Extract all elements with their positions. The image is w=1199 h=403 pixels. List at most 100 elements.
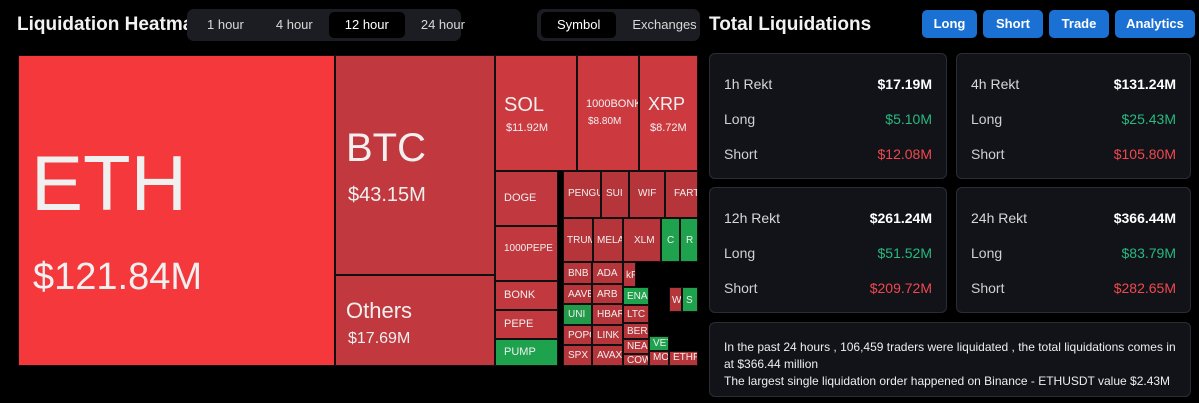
heatmap-tile-cow[interactable]: COW (623, 354, 649, 366)
heatmap-tile-ethfi[interactable]: ETHFI (669, 351, 698, 366)
short-label: Short (724, 146, 758, 162)
tile-symbol: SPX (568, 350, 589, 361)
heatmap-tile-pump[interactable]: PUMP (495, 339, 558, 366)
heatmap-tile-sol[interactable]: SOL $11.92M (495, 55, 577, 171)
tab-4-hour[interactable]: 4 hour (275, 17, 313, 32)
view-selector: Symbol Exchanges (537, 9, 700, 41)
tab-12-hour[interactable]: 12 hour (328, 12, 405, 38)
tile-symbol: COW (627, 355, 648, 366)
analytics-button[interactable]: Analytics (1115, 10, 1195, 38)
heatmap-tile-ltc[interactable]: LTC (623, 305, 649, 323)
summary-line-1: In the past 24 hours , 106,459 traders w… (724, 340, 1176, 371)
rekt-card-24h: 24h Rekt $366.44M Long $83.79M Short $282.6… (956, 187, 1191, 313)
tile-value: $121.84M (33, 256, 203, 298)
heatmap-tile-wif[interactable]: WIF (629, 171, 665, 218)
rekt-period: 24h Rekt (971, 210, 1028, 226)
tile-symbol: MOODENG (653, 352, 669, 363)
tile-symbol: TRUMP (567, 235, 592, 246)
trade-button[interactable]: Trade (1049, 10, 1109, 38)
heatmap-tile-aave[interactable]: AAVE (563, 284, 592, 304)
rekt-total: $261.24M (869, 210, 932, 226)
heatmap-tile-w[interactable]: W (669, 287, 682, 312)
heatmap-tile-kpepe[interactable]: kPEPE (623, 262, 636, 287)
tile-symbol: Others (346, 298, 413, 323)
liquidation-summary: In the past 24 hours , 106,459 traders w… (709, 322, 1191, 397)
tile-symbol: S (686, 295, 693, 306)
heatmap-tile-uni[interactable]: UNI (563, 304, 592, 325)
heatmap-tile-doge[interactable]: DOGE (495, 171, 558, 226)
short-value: $105.80M (1113, 146, 1176, 162)
tile-symbol: W (672, 295, 682, 306)
rekt-total: $17.19M (877, 76, 932, 92)
heatmap-tile-1000pepe[interactable]: 1000PEPE (495, 226, 558, 281)
heatmap-tile-vet[interactable]: VET (649, 336, 669, 351)
long-label: Long (971, 245, 1003, 261)
tile-symbol: ENA (627, 291, 648, 302)
heatmap-tile-xlm[interactable]: XLM (623, 218, 661, 262)
heatmap-tile-s[interactable]: S (682, 287, 698, 312)
long-label: Long (724, 111, 756, 127)
heatmap-tile-popcat[interactable]: POPCAT (563, 325, 592, 345)
tile-symbol: WIF (638, 188, 657, 199)
tile-symbol: NEAR (627, 341, 648, 352)
tab-1-hour[interactable]: 1 hour (207, 17, 244, 32)
tile-symbol: PEPE (504, 318, 534, 330)
heatmap-tile-near[interactable]: NEAR (623, 339, 649, 354)
long-value: $83.79M (1121, 245, 1176, 261)
tile-symbol: LINK (597, 330, 620, 341)
tile-symbol: SOL (504, 94, 545, 116)
heatmap-tile-eth[interactable]: ETH $121.84M (18, 55, 335, 366)
short-button[interactable]: Short (983, 10, 1043, 38)
heatmap-tile-bonk[interactable]: BONK (495, 281, 558, 310)
long-label: Long (971, 111, 1003, 127)
tile-symbol: PENGU (568, 188, 601, 199)
summary-line-2: The largest single liquidation order hap… (724, 374, 1171, 388)
total-liquidations-title: Total Liquidations (709, 14, 872, 35)
heatmap-tile-trump[interactable]: TRUMP (563, 218, 593, 262)
tile-symbol: BERA (627, 326, 648, 337)
tab-exchanges[interactable]: Exchanges (632, 17, 697, 32)
tab-24-hour[interactable]: 24 hour (420, 17, 465, 32)
tile-symbol: HBAR (597, 309, 623, 320)
tab-symbol[interactable]: Symbol (541, 12, 617, 38)
heatmap-tile-pengu[interactable]: PENGU (563, 171, 601, 218)
tile-symbol: POPCAT (568, 330, 591, 341)
tile-symbol: BTC (346, 126, 426, 170)
rekt-total: $366.44M (1113, 210, 1176, 226)
tile-symbol: LTC (627, 309, 646, 320)
long-button[interactable]: Long (922, 10, 977, 38)
heatmap-tile-btc[interactable]: BTC $43.15M (335, 55, 495, 275)
heatmap-tile-avax[interactable]: AVAX (592, 345, 623, 366)
long-value: $25.43M (1121, 111, 1176, 127)
heatmap-tile-ada[interactable]: ADA (592, 262, 623, 284)
heatmap-tile-moodeng[interactable]: MOODENG (649, 351, 669, 366)
heatmap-tile-c[interactable]: C (661, 218, 680, 262)
heatmap-tile-link[interactable]: LINK (592, 325, 623, 345)
heatmap-tile-fartcoin[interactable]: FARTCOIN (665, 171, 698, 218)
tile-symbol: ARB (597, 289, 618, 300)
heatmap-tile-1000bonk[interactable]: 1000BONK $8.80M (577, 55, 639, 171)
heatmap-tile-pepe[interactable]: PEPE (495, 310, 558, 339)
heatmap-tile-ena[interactable]: ENA (623, 287, 649, 305)
long-value: $51.52M (877, 245, 932, 261)
tile-symbol: DOGE (504, 192, 537, 204)
rekt-card-4h: 4h Rekt $131.24M Long $25.43M Short $105.80… (956, 53, 1191, 179)
heatmap-tile-arb[interactable]: ARB (592, 284, 623, 304)
heatmap-tile-melania[interactable]: MELANIA (593, 218, 623, 262)
rekt-total: $131.24M (1113, 76, 1176, 92)
heatmap-tile-xrp[interactable]: XRP $8.72M (639, 55, 698, 171)
heatmap-tile-sui[interactable]: SUI (601, 171, 629, 218)
short-value: $209.72M (869, 280, 932, 296)
tile-value: $8.72M (650, 122, 687, 134)
tile-value: $43.15M (348, 184, 426, 206)
heatmap-tile-bera[interactable]: BERA (623, 323, 649, 339)
tile-symbol: SUI (606, 188, 623, 199)
heatmap-tile-others[interactable]: Others $17.69M (335, 275, 495, 366)
heatmap-tile-spx[interactable]: SPX (563, 345, 592, 366)
tile-symbol: 1000BONK (586, 98, 639, 110)
heatmap-tile-hbar[interactable]: HBAR (592, 304, 623, 325)
rekt-period: 1h Rekt (724, 76, 773, 92)
heatmap-tile-bnb[interactable]: BNB (563, 262, 592, 284)
heatmap-tile-r[interactable]: R (680, 218, 698, 262)
tile-symbol: AVAX (597, 350, 623, 361)
